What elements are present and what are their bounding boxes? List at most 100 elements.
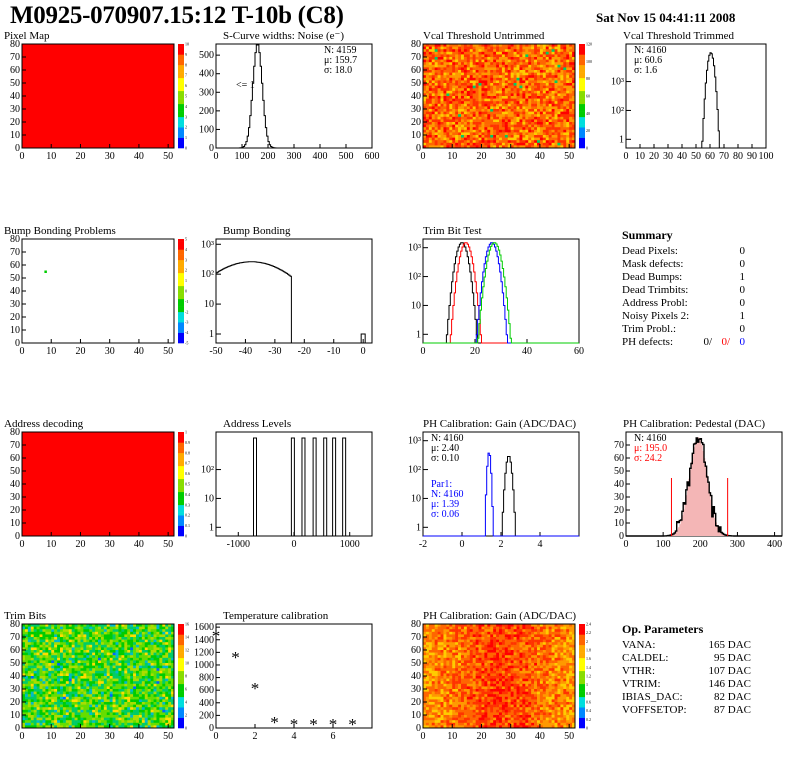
heatmap-cell bbox=[130, 639, 134, 643]
heatmap-cell bbox=[48, 720, 52, 724]
heatmap-cell bbox=[115, 647, 119, 651]
heatmap-cell bbox=[560, 67, 564, 71]
heatmap-cell bbox=[554, 51, 558, 55]
heatmap-cell bbox=[24, 681, 29, 685]
heatmap-cell bbox=[510, 122, 514, 125]
heatmap-cell bbox=[130, 660, 134, 664]
heatmap-cell bbox=[48, 676, 52, 679]
heatmap-cell bbox=[510, 101, 514, 105]
heatmap-cell bbox=[118, 650, 122, 653]
heatmap-cell bbox=[507, 101, 511, 105]
heatmap-cell bbox=[510, 145, 514, 149]
heatmap-cell bbox=[156, 681, 160, 685]
heatmap-cell bbox=[425, 122, 430, 125]
heatmap-cell bbox=[452, 75, 456, 79]
heatmap-cell bbox=[487, 103, 491, 107]
heatmap-cell bbox=[481, 51, 485, 55]
heatmap-cell bbox=[141, 722, 146, 726]
heatmap-cell bbox=[525, 54, 529, 58]
heatmap-cell bbox=[537, 77, 541, 81]
heatmap-cell bbox=[141, 712, 146, 716]
heatmap-cell bbox=[98, 717, 102, 721]
heatmap-cell bbox=[499, 88, 503, 92]
heatmap-cell bbox=[528, 83, 532, 86]
heatmap-cell bbox=[159, 694, 163, 698]
heatmap-cell bbox=[124, 689, 128, 692]
heatmap-cell bbox=[487, 129, 491, 133]
heatmap-cell bbox=[74, 639, 78, 643]
heatmap-cell bbox=[22, 644, 26, 648]
heatmap-cell bbox=[516, 49, 520, 53]
heatmap-cell bbox=[127, 686, 131, 690]
heatmap-cell bbox=[86, 707, 90, 711]
colorbar-segment bbox=[178, 655, 184, 659]
heatmap-cell bbox=[95, 647, 99, 651]
stats-line: μ: 1.39 bbox=[431, 499, 459, 510]
heatmap-cell bbox=[443, 49, 447, 53]
heatmap-cell bbox=[150, 696, 154, 700]
heatmap-cell bbox=[463, 64, 468, 68]
heatmap-cell bbox=[504, 145, 509, 149]
heatmap-cell bbox=[493, 145, 497, 149]
heatmap-cell bbox=[141, 720, 146, 724]
heatmap-cell bbox=[455, 90, 459, 94]
heatmap-cell bbox=[472, 80, 476, 84]
heatmap-cell bbox=[496, 140, 500, 144]
heatmap-cell bbox=[487, 67, 491, 71]
heatmap-cell bbox=[481, 122, 485, 125]
heatmap-cell bbox=[455, 103, 459, 107]
heatmap-cell bbox=[522, 80, 526, 84]
heatmap-cell bbox=[481, 140, 485, 144]
heatmap-cell bbox=[153, 686, 157, 690]
heatmap-cell bbox=[22, 691, 26, 695]
heatmap-cell bbox=[80, 647, 84, 651]
heatmap-cell bbox=[156, 629, 160, 633]
heatmap-cell bbox=[165, 660, 169, 664]
heatmap-cell bbox=[45, 704, 49, 708]
heatmap-cell bbox=[545, 57, 549, 60]
heatmap-cell bbox=[103, 694, 108, 698]
heatmap-cell bbox=[60, 663, 64, 666]
heatmap-cell bbox=[539, 122, 544, 125]
heatmap-cell bbox=[42, 720, 46, 724]
heatmap-cell bbox=[563, 88, 567, 92]
heatmap-cell bbox=[153, 673, 157, 677]
heatmap-cell bbox=[537, 57, 541, 60]
heatmap-cell bbox=[504, 70, 509, 73]
colorbar-segment bbox=[178, 683, 184, 687]
heatmap-cell bbox=[434, 647, 438, 651]
heatmap-cell bbox=[77, 629, 81, 633]
heatmap-fill bbox=[22, 432, 174, 536]
heatmap-cell bbox=[71, 686, 75, 690]
heatmap-cell bbox=[551, 85, 555, 89]
heatmap-cell bbox=[513, 75, 517, 79]
heatmap-cell bbox=[165, 683, 169, 687]
heatmap-cell bbox=[27, 629, 32, 633]
heatmap-cell bbox=[22, 683, 26, 687]
heatmap-cell bbox=[121, 683, 125, 687]
heatmap-cell bbox=[572, 127, 576, 131]
heatmap-cell bbox=[525, 137, 529, 141]
heatmap-cell bbox=[440, 111, 444, 115]
heatmap-cell bbox=[554, 127, 558, 131]
heatmap-cell bbox=[83, 725, 87, 729]
colorbar-segment bbox=[178, 311, 184, 315]
heatmap-cell bbox=[77, 660, 81, 664]
heatmap-cell bbox=[133, 678, 137, 682]
heatmap-cell bbox=[51, 720, 55, 724]
heatmap-cell bbox=[469, 54, 473, 58]
heatmap-cell bbox=[112, 699, 116, 703]
heatmap-cell bbox=[560, 106, 564, 110]
heatmap-cell bbox=[449, 57, 453, 60]
colorbar-segment bbox=[178, 512, 184, 516]
heatmap-cell bbox=[168, 652, 172, 656]
heatmap-cell bbox=[425, 83, 430, 86]
stats-line: N: 4160 bbox=[634, 45, 667, 56]
heatmap-cell bbox=[138, 717, 143, 721]
heatmap-cell bbox=[74, 715, 78, 718]
heatmap-cell bbox=[516, 85, 520, 89]
heatmap-cell bbox=[24, 665, 29, 669]
heatmap-cell bbox=[463, 119, 468, 123]
heatmap-cell bbox=[136, 626, 140, 630]
heatmap-cell bbox=[156, 650, 160, 653]
